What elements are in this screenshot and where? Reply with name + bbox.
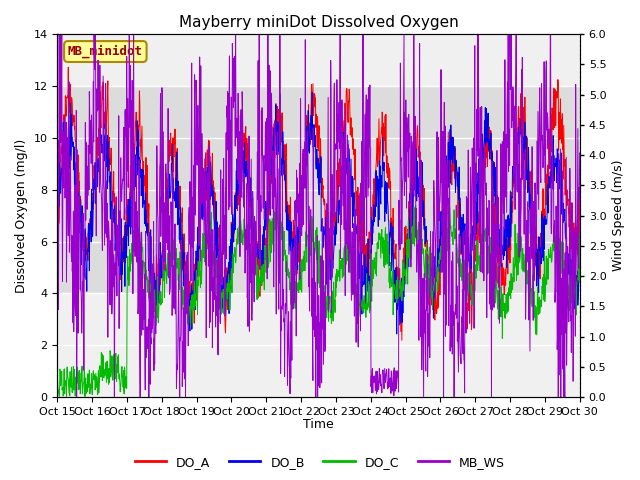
Text: MB_minidot: MB_minidot [68,45,143,58]
Bar [58,86,580,190]
Y-axis label: Wind Speed (m/s): Wind Speed (m/s) [612,160,625,271]
Legend: DO_A, DO_B, DO_C, MB_WS: DO_A, DO_B, DO_C, MB_WS [130,451,510,474]
Title: Mayberry miniDot Dissolved Oxygen: Mayberry miniDot Dissolved Oxygen [179,15,458,30]
X-axis label: Time: Time [303,419,334,432]
Y-axis label: Dissolved Oxygen (mg/l): Dissolved Oxygen (mg/l) [15,139,28,293]
Bar [58,190,580,293]
